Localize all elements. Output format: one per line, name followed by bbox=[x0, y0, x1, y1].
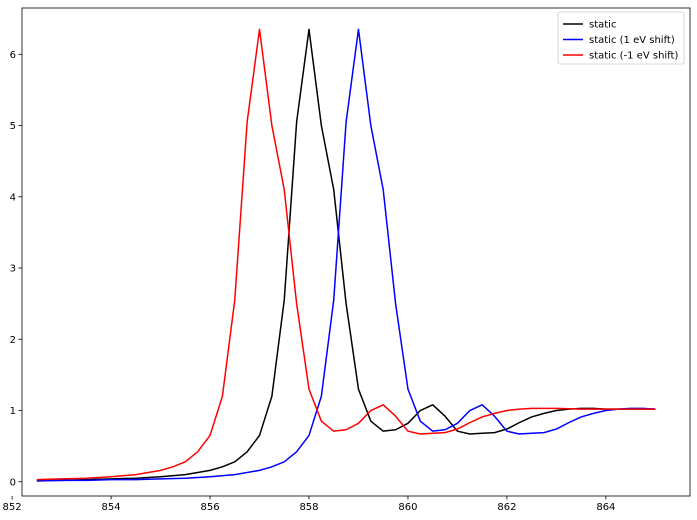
legend-label-0: static bbox=[589, 20, 616, 31]
axes-frame bbox=[21, 7, 691, 497]
x-tick-label: 854 bbox=[102, 502, 121, 513]
x-tick-label: 864 bbox=[596, 502, 615, 513]
x-axis: 852 854 856 858 860 862 864 bbox=[3, 496, 615, 513]
legend-box bbox=[557, 11, 685, 65]
legend-label-1: static (1 eV shift) bbox=[589, 35, 675, 46]
y-tick-label: 4 bbox=[10, 192, 16, 203]
y-tick-label: 3 bbox=[10, 264, 16, 275]
y-tick-label: 1 bbox=[10, 406, 16, 417]
x-tick-label: 860 bbox=[398, 502, 417, 513]
y-tick-label: 5 bbox=[10, 121, 16, 132]
x-tick-label: 856 bbox=[200, 502, 219, 513]
legend-label-2: static (-1 eV shift) bbox=[589, 51, 678, 62]
x-tick-label: 862 bbox=[497, 502, 516, 513]
legend: static static (1 eV shift) static (-1 eV s… bbox=[557, 11, 685, 65]
series-layer bbox=[36, 28, 656, 482]
series-line-2 bbox=[36, 28, 656, 481]
x-tick-label: 852 bbox=[3, 502, 22, 513]
x-tick-label: 858 bbox=[299, 502, 318, 513]
y-tick-label: 0 bbox=[10, 477, 16, 488]
y-tick-label: 6 bbox=[10, 50, 16, 61]
series-line-1 bbox=[36, 28, 656, 482]
y-tick-label: 2 bbox=[10, 335, 16, 346]
y-axis: 0 1 2 3 4 5 6 bbox=[10, 50, 22, 488]
plot-area bbox=[21, 7, 691, 497]
